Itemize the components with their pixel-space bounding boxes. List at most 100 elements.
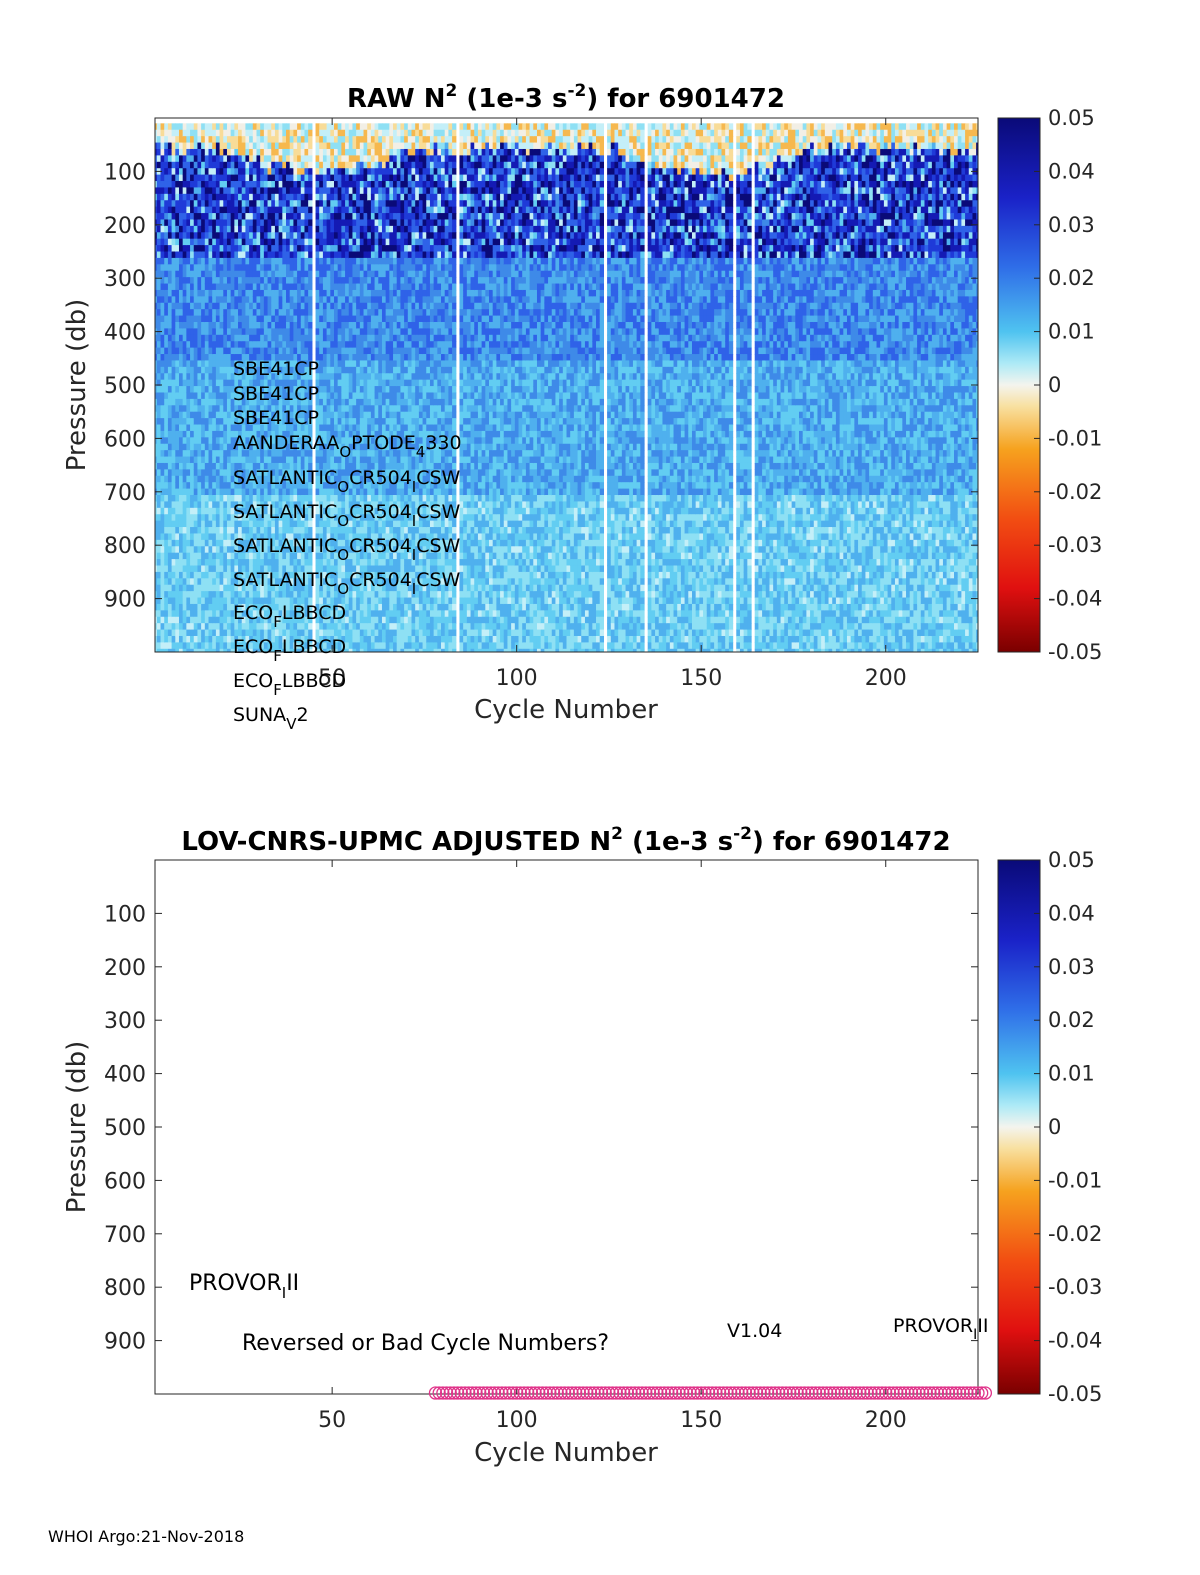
raw-sensor-notes: SBE41CPSBE41CPSBE41CPAANDERAAOPTODE4330S… (233, 358, 462, 733)
adjusted-marker (886, 1386, 900, 1400)
raw-colorbar-label: 0.01 (1048, 320, 1095, 344)
raw-heatmap (155, 123, 978, 652)
adjusted-colorbar-label: 0.02 (1048, 1008, 1095, 1032)
adjusted-marker (631, 1386, 646, 1400)
raw-ytick-label: 700 (104, 481, 146, 506)
sensor-note: SBE41CP (233, 407, 319, 429)
adjusted-marker (897, 1386, 911, 1400)
sensor-note: SBE41CP (233, 383, 319, 405)
adjusted-colorbar-label: 0.04 (1048, 901, 1095, 925)
adjusted-marker (602, 1386, 616, 1400)
raw-colorbar-label: -0.04 (1048, 587, 1102, 611)
adjusted-marker (757, 1386, 771, 1400)
adjusted-marker (775, 1386, 790, 1400)
raw-xtick-label: 100 (496, 666, 538, 691)
adjusted-marker (535, 1386, 550, 1400)
adjusted-title: LOV-CNRS-UPMC ADJUSTED N2 (1e-3 s-2) for… (181, 824, 950, 857)
adjusted-marker (561, 1386, 575, 1400)
adjusted-ytick-label: 500 (104, 1116, 146, 1141)
adjusted-marker (705, 1386, 719, 1400)
adjusted-marker (853, 1386, 867, 1400)
platform-label-right: PROVORIII (893, 1315, 988, 1343)
adjusted-marker (543, 1386, 557, 1400)
adjusted-marker (462, 1386, 476, 1400)
adjusted-marker (838, 1386, 852, 1400)
adjusted-marker (860, 1386, 874, 1400)
adjusted-marker (594, 1386, 609, 1400)
adjusted-ticks: 50 100 150 200 100 200 300 400 500 600 700 800 900 (104, 860, 978, 1433)
sensor-note: AANDERAAOPTODE4330 (233, 432, 462, 461)
adjusted-xtick-label: 150 (680, 1408, 722, 1433)
adjusted-marker (539, 1386, 553, 1400)
adjusted-marker (484, 1386, 498, 1400)
adjusted-xtick-label: 50 (318, 1408, 346, 1433)
version-label: V1.04 (727, 1320, 782, 1342)
adjusted-marker (812, 1386, 826, 1400)
adjusted-marker (502, 1386, 516, 1400)
adjusted-marker (447, 1386, 461, 1400)
adjusted-marker (967, 1386, 981, 1400)
adjusted-marker (816, 1386, 830, 1400)
adjusted-marker (823, 1386, 838, 1400)
adjusted-marker (927, 1386, 941, 1400)
platform-label-left: PROVORIII (189, 1271, 299, 1302)
adjusted-marker (701, 1386, 716, 1400)
adjusted-marker (657, 1386, 671, 1400)
adjusted-marker (842, 1386, 856, 1400)
adjusted-marker (458, 1386, 472, 1400)
adjusted-marker (653, 1386, 668, 1400)
adjusted-marker (565, 1386, 579, 1400)
adjusted-marker (831, 1386, 845, 1400)
adjusted-marker (724, 1386, 738, 1400)
adjusted-marker (569, 1386, 583, 1400)
panel-raw: RAW N2 (1e-3 s-2) for 6901472 50 100 150 20… (62, 81, 1102, 733)
adjusted-marker (727, 1386, 742, 1400)
adjusted-marker (450, 1386, 465, 1400)
adjusted-xtick-label: 100 (496, 1408, 538, 1433)
adjusted-marker (480, 1386, 494, 1400)
adjusted-ytick-label: 200 (104, 956, 146, 981)
panel-adjusted: LOV-CNRS-UPMC ADJUSTED N2 (1e-3 s-2) for… (62, 824, 1102, 1468)
adjusted-marker (890, 1386, 904, 1400)
adjusted-marker (864, 1386, 878, 1400)
adjusted-marker (665, 1386, 679, 1400)
adjusted-ytick-label: 800 (104, 1276, 146, 1301)
adjusted-marker (454, 1386, 468, 1400)
adjusted-marker (528, 1386, 542, 1400)
adjusted-marker (912, 1386, 926, 1400)
adjusted-marker (676, 1386, 690, 1400)
adjusted-marker (871, 1386, 885, 1400)
adjusted-marker (735, 1386, 749, 1400)
adjusted-marker (952, 1386, 967, 1400)
adjusted-marker (546, 1386, 561, 1400)
adjusted-marker (605, 1386, 620, 1400)
adjusted-colorbar-label: 0.01 (1048, 1062, 1095, 1086)
adjusted-marker (679, 1386, 694, 1400)
adjusted-marker (904, 1386, 919, 1400)
adjusted-marker (713, 1386, 727, 1400)
adjusted-marker (963, 1386, 978, 1400)
adjusted-marker (443, 1386, 457, 1400)
raw-ytick-label: 400 (104, 321, 146, 346)
adjusted-marker (820, 1386, 834, 1400)
adjusted-marker (731, 1386, 745, 1400)
adjusted-marker (760, 1386, 775, 1400)
adjusted-marker (465, 1386, 480, 1400)
adjusted-colorbar-label: 0.05 (1048, 848, 1095, 872)
adjusted-marker (879, 1386, 893, 1400)
adjusted-marker (476, 1386, 491, 1400)
adjusted-marker (635, 1386, 649, 1400)
raw-ytick-label: 500 (104, 374, 146, 399)
adjusted-marker (934, 1386, 948, 1400)
adjusted-marker (923, 1386, 937, 1400)
adjusted-marker (764, 1386, 778, 1400)
adjusted-marker (524, 1386, 539, 1400)
adjusted-marker (683, 1386, 697, 1400)
adjusted-marker (620, 1386, 635, 1400)
adjusted-ytick-label: 300 (104, 1009, 146, 1034)
adjusted-marker (694, 1386, 708, 1400)
raw-colorbar-label: 0 (1048, 373, 1061, 397)
adjusted-marker (772, 1386, 786, 1400)
adjusted-marker (893, 1386, 908, 1400)
adjusted-marker (491, 1386, 505, 1400)
